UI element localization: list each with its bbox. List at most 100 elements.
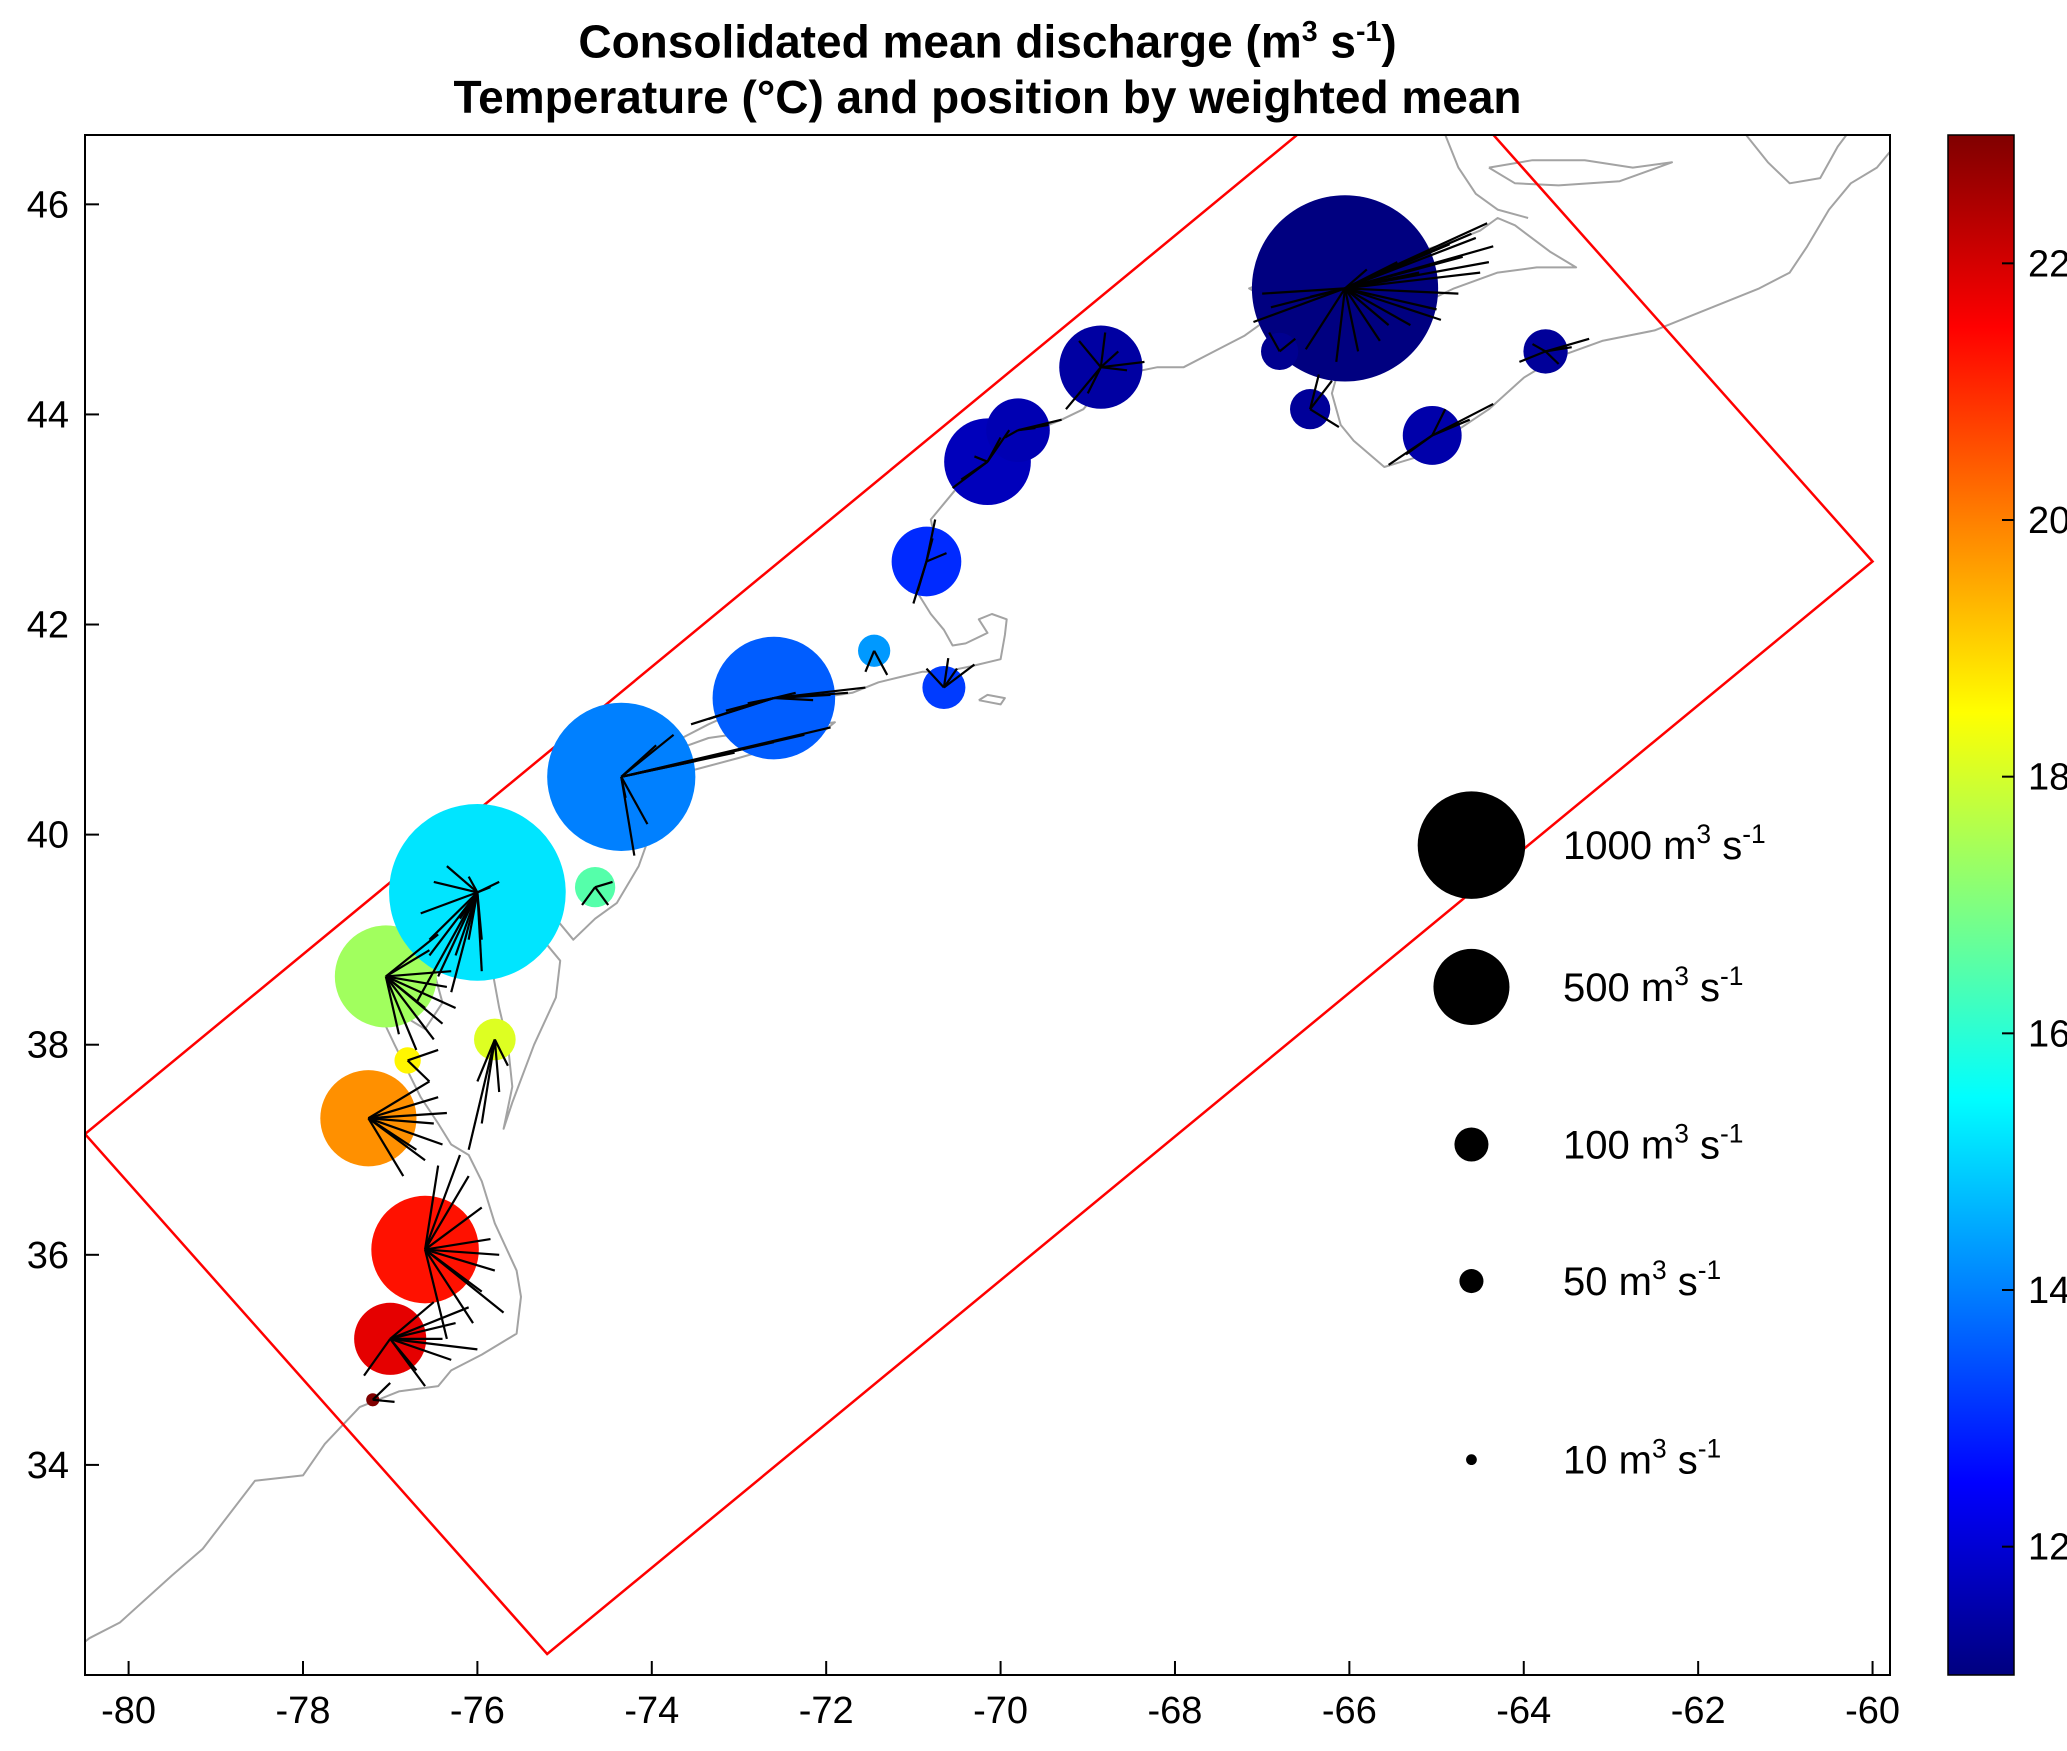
legend-size-circle xyxy=(1433,948,1510,1025)
source-ray xyxy=(389,1337,452,1361)
source-ray xyxy=(415,891,479,1004)
source-ray xyxy=(926,552,947,563)
legend-size-circle xyxy=(1459,1269,1484,1294)
legend-superscript: 3 xyxy=(1652,1255,1667,1285)
legend-text: 100 xyxy=(1563,1124,1630,1168)
legend-superscript: 3 xyxy=(1674,961,1689,991)
x-tick-label: -62 xyxy=(1671,1690,1726,1732)
legend-text: m xyxy=(1608,1439,1652,1483)
source-ray xyxy=(367,1117,417,1151)
source-ray xyxy=(1100,360,1145,369)
source-ray xyxy=(1335,288,1347,363)
source-ray xyxy=(1344,287,1390,326)
source-ray xyxy=(424,1249,448,1340)
colorbar-border xyxy=(1947,134,2015,1676)
source-ray xyxy=(390,1337,478,1351)
source-ray xyxy=(1518,350,1546,363)
source-ray xyxy=(1304,287,1346,350)
legend-text: s xyxy=(1667,1260,1698,1304)
source-ray xyxy=(925,519,937,562)
legend-superscript: 3 xyxy=(1652,1434,1667,1464)
title-text: s xyxy=(1317,15,1356,68)
legend-text: m xyxy=(1652,824,1696,868)
x-tick-label: -72 xyxy=(799,1690,854,1732)
x-tick-label: -70 xyxy=(973,1690,1028,1732)
title-superscript: 3 xyxy=(1301,16,1318,48)
source-ray xyxy=(368,1096,439,1120)
source-ray xyxy=(1309,287,1346,298)
legend-superscript: -1 xyxy=(1698,1255,1721,1285)
source-ray xyxy=(1262,287,1346,295)
legend-superscript: -1 xyxy=(1742,819,1765,849)
y-tick-label: 38 xyxy=(27,1025,69,1067)
source-ray xyxy=(1086,366,1102,394)
source-ray xyxy=(986,429,1011,463)
source-ray xyxy=(1078,340,1102,368)
source-ray xyxy=(450,892,479,993)
colorbar xyxy=(1948,135,2014,1675)
source-ray xyxy=(1278,337,1296,353)
chart-title-line2: Temperature (°C) and position by weighte… xyxy=(453,71,1522,124)
source-ray xyxy=(368,1117,443,1146)
source-ray xyxy=(424,1154,461,1250)
map-layer xyxy=(85,135,1890,1656)
source-ray xyxy=(433,880,478,894)
source-ray xyxy=(467,1039,496,1151)
legend-superscript: 3 xyxy=(1674,1119,1689,1149)
source-ray xyxy=(943,663,976,689)
source-ray xyxy=(1531,343,1547,353)
colorbar-tick-label: 20 xyxy=(2028,500,2067,542)
source-ray xyxy=(424,1175,470,1251)
source-ray xyxy=(493,1039,501,1093)
legend-text: m xyxy=(1630,966,1674,1010)
x-tick-label: -60 xyxy=(1845,1690,1900,1732)
legend-size-circle xyxy=(1466,1454,1477,1466)
source-ray xyxy=(1344,287,1381,342)
legend-text: m xyxy=(1608,1260,1652,1304)
source-ray xyxy=(1099,332,1107,368)
x-tick-label: -64 xyxy=(1496,1690,1551,1732)
source-ray xyxy=(368,1117,434,1125)
source-ray xyxy=(1309,380,1333,410)
source-ray xyxy=(594,886,610,906)
source-ray xyxy=(951,460,989,489)
legend-text: s xyxy=(1689,966,1720,1010)
source-ray xyxy=(1344,261,1490,290)
colorbar-tick-label: 22 xyxy=(2028,243,2067,285)
colorbar-tick-label: 14 xyxy=(2028,1270,2067,1312)
source-ray xyxy=(372,1398,395,1403)
legend-text: 500 xyxy=(1563,966,1630,1010)
source-ray xyxy=(620,776,649,825)
x-tick-label: -78 xyxy=(276,1690,331,1732)
source-ray xyxy=(476,892,483,940)
title-text: ) xyxy=(1381,15,1397,68)
legend-size-label: 50 m3 s-1 xyxy=(1563,1255,1721,1304)
legend-text: m xyxy=(1630,1124,1674,1168)
y-tick-label: 36 xyxy=(27,1235,69,1277)
legend-text: 10 xyxy=(1563,1439,1608,1483)
legend-text: s xyxy=(1667,1439,1698,1483)
source-ray xyxy=(428,891,479,941)
title-superscript: -1 xyxy=(1355,16,1382,48)
source-ray xyxy=(1253,287,1346,324)
source-ray xyxy=(385,949,430,978)
source-ray xyxy=(446,865,479,894)
chart-title-line1: Consolidated mean discharge (m3 s-1) xyxy=(85,4,1890,69)
source-ray xyxy=(368,1111,447,1120)
source-ray xyxy=(389,1301,435,1340)
source-ray xyxy=(480,1039,496,1124)
x-tick-label: -66 xyxy=(1322,1690,1377,1732)
legend-size-label: 100 m3 s-1 xyxy=(1563,1119,1743,1168)
source-ray xyxy=(424,1248,496,1272)
source-ray xyxy=(1344,268,1368,290)
source-ray xyxy=(1004,429,1019,439)
source-ray xyxy=(1344,287,1411,327)
y-tick-label: 42 xyxy=(27,605,69,647)
legend-size-circle xyxy=(1417,791,1526,899)
source-ray xyxy=(1387,434,1433,466)
source-ray xyxy=(476,880,500,894)
source-ray xyxy=(1344,287,1437,311)
source-ray xyxy=(1268,331,1281,352)
